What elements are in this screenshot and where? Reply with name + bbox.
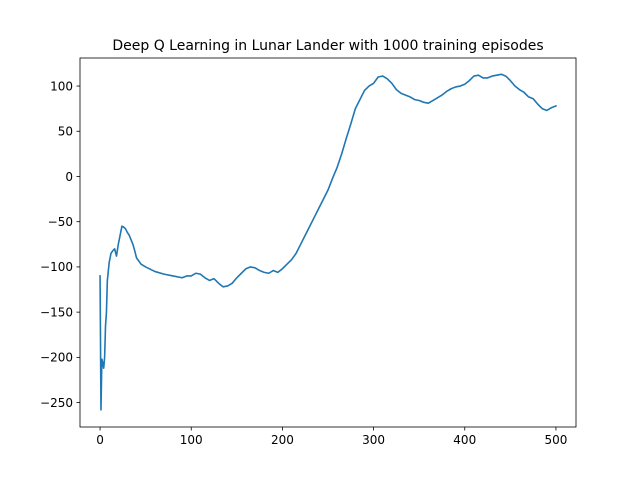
y-tick-label: −200 xyxy=(40,351,73,365)
chart-title: Deep Q Learning in Lunar Lander with 100… xyxy=(112,38,543,54)
plot-frame xyxy=(79,57,577,428)
x-tick-label: 0 xyxy=(96,433,104,447)
y-tick-label: −150 xyxy=(40,305,73,319)
series-layer xyxy=(99,73,557,411)
plot-area xyxy=(79,57,577,428)
y-tick-label: 100 xyxy=(50,79,73,93)
series-line xyxy=(99,73,557,411)
y-tick-label: −100 xyxy=(40,260,73,274)
y-tick-label: −250 xyxy=(40,396,73,410)
y-axis: −250 −200 −150 −100 −50 0 50 100 xyxy=(40,79,80,410)
y-tick-label: −50 xyxy=(48,215,73,229)
x-tick-label: 200 xyxy=(271,433,294,447)
x-tick-label: 400 xyxy=(453,433,476,447)
x-tick-label: 100 xyxy=(180,433,203,447)
x-tick-label: 500 xyxy=(544,433,567,447)
x-axis: 0 100 200 300 400 500 xyxy=(96,427,567,447)
y-tick-label: 0 xyxy=(65,170,73,184)
y-tick-label: 50 xyxy=(58,125,73,139)
x-tick-label: 300 xyxy=(362,433,385,447)
